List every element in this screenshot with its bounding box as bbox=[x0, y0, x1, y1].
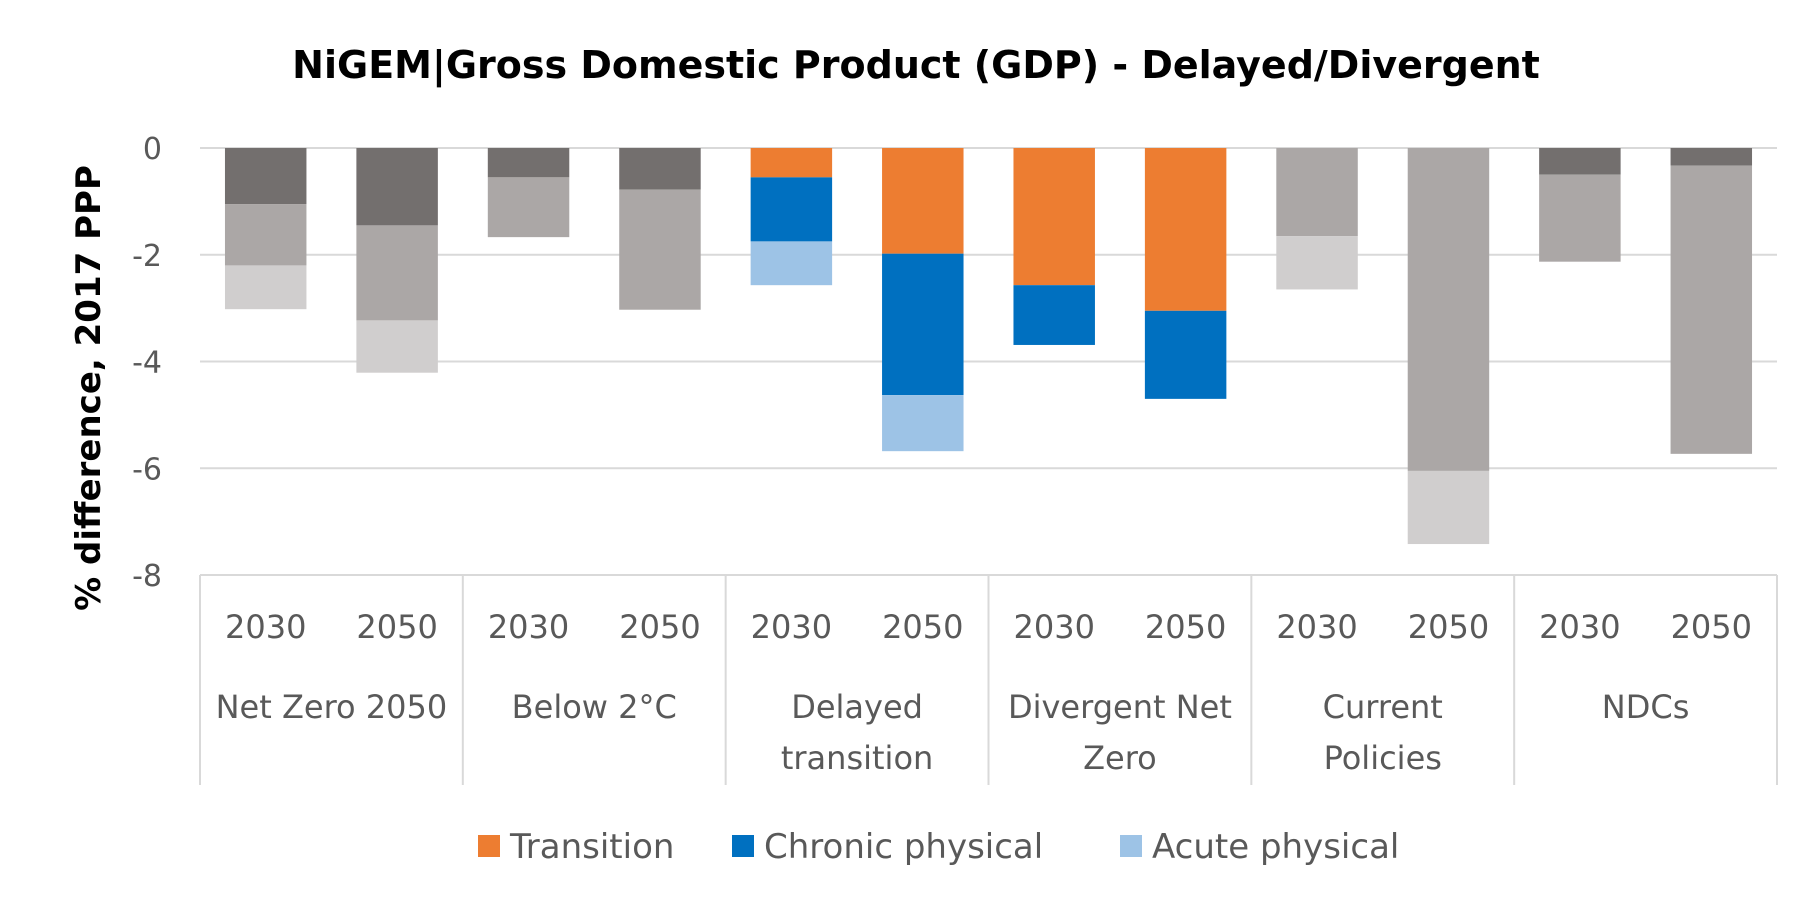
legend-swatch bbox=[478, 835, 500, 857]
bar-segment bbox=[750, 177, 833, 242]
bars bbox=[224, 148, 1753, 545]
x-tick-label: 2050 bbox=[1145, 608, 1226, 646]
bar-segment bbox=[1013, 148, 1095, 286]
bar-segment bbox=[1276, 148, 1358, 237]
bar-segment bbox=[1013, 285, 1095, 345]
x-tick-label: 2050 bbox=[882, 608, 963, 646]
x-tick-label: 2030 bbox=[1539, 608, 1620, 646]
bar-segment bbox=[224, 204, 307, 266]
bar-segment bbox=[1407, 148, 1490, 471]
x-group-label: NDCs bbox=[1602, 688, 1690, 726]
bar-segment bbox=[356, 225, 438, 321]
x-tick-label: 2030 bbox=[1013, 608, 1094, 646]
legend-swatch bbox=[1120, 835, 1142, 857]
x-group-label: Delayed bbox=[791, 688, 923, 726]
bar-segment bbox=[1276, 236, 1358, 290]
bar-segment bbox=[1407, 470, 1490, 545]
y-tick-label: -2 bbox=[132, 239, 162, 274]
y-tick-label: -4 bbox=[132, 346, 162, 381]
bar-segment bbox=[224, 265, 307, 310]
x-group-label: Net Zero 2050 bbox=[216, 688, 448, 726]
x-group-label: Current bbox=[1323, 688, 1443, 726]
legend: Transition Chronic physical Acute physical bbox=[478, 827, 1399, 867]
x-tick-label: 2030 bbox=[225, 608, 306, 646]
x-tick-label: 2050 bbox=[1408, 608, 1489, 646]
legend-label: Acute physical bbox=[1152, 827, 1399, 867]
bar-segment bbox=[224, 148, 307, 205]
bar-segment bbox=[1670, 165, 1753, 454]
x-tick-label: 2050 bbox=[356, 608, 437, 646]
x-tick-label: 2030 bbox=[488, 608, 569, 646]
chart-title: NiGEM|Gross Domestic Product (GDP) - Del… bbox=[292, 43, 1540, 88]
y-tick-labels: 0 -2 -4 -6 -8 bbox=[132, 132, 162, 594]
bar-segment bbox=[487, 148, 570, 178]
x-group-label: Policies bbox=[1324, 739, 1442, 777]
y-axis-label: % difference, 2017 PPP bbox=[69, 165, 109, 611]
bar-segment bbox=[882, 253, 964, 396]
legend-label: Transition bbox=[509, 827, 674, 867]
bar-segment bbox=[750, 148, 833, 178]
bar-segment bbox=[1144, 310, 1227, 399]
bar-segment bbox=[1144, 148, 1227, 311]
x-tick-label: 2030 bbox=[1276, 608, 1357, 646]
bar-segment bbox=[882, 148, 964, 254]
x-group-label: Divergent Net bbox=[1008, 688, 1232, 726]
bar-segment bbox=[1539, 174, 1621, 262]
bar-segment bbox=[356, 320, 438, 373]
bar-segment bbox=[882, 395, 964, 452]
x-axis: 2030 2050 Net Zero 2050 2030 2050 Below 2°C 20… bbox=[199, 575, 1778, 785]
x-group-label: transition bbox=[781, 739, 933, 777]
x-group-label: Zero bbox=[1083, 739, 1157, 777]
x-tick-label: 2050 bbox=[619, 608, 700, 646]
bar-segment bbox=[619, 189, 701, 310]
x-tick-label: 2030 bbox=[751, 608, 832, 646]
x-group-label: Below 2°C bbox=[512, 688, 677, 726]
legend-swatch bbox=[732, 835, 754, 857]
bar-segment bbox=[1670, 148, 1753, 166]
bar-segment bbox=[619, 148, 701, 190]
bar-segment bbox=[1539, 148, 1621, 175]
legend-label: Chronic physical bbox=[764, 827, 1043, 867]
y-tick-label: -8 bbox=[132, 559, 162, 594]
bar-segment bbox=[750, 241, 833, 286]
y-tick-label: 0 bbox=[143, 132, 162, 167]
bar-segment bbox=[487, 177, 570, 238]
bar-segment bbox=[356, 148, 438, 226]
y-tick-label: -6 bbox=[132, 452, 162, 487]
x-tick-label: 2050 bbox=[1671, 608, 1752, 646]
